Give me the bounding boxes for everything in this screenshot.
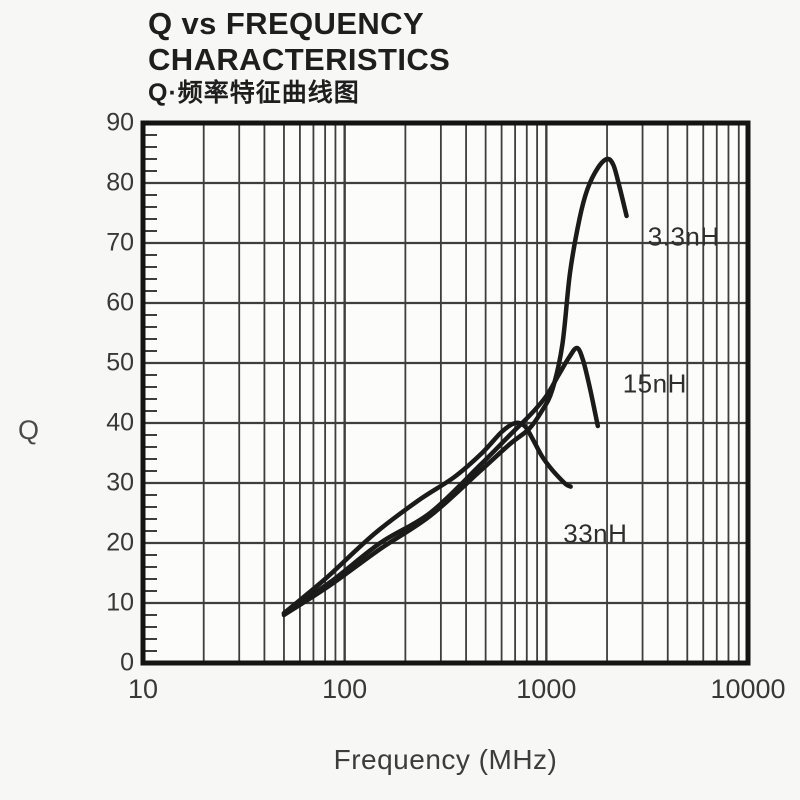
chart-title-line2: CHARACTERISTICS	[148, 42, 451, 77]
curve-15nH	[281, 345, 601, 616]
y-tick-label-10: 10	[106, 588, 134, 617]
y-tick-label-60: 60	[106, 288, 134, 317]
y-tick-label-80: 80	[106, 168, 134, 197]
chart-title-line1: Q vs FREQUENCY	[148, 6, 425, 41]
y-tick-label-50: 50	[106, 348, 134, 377]
x-tick-label-10000: 10000	[710, 674, 786, 704]
series-label-15nH: 15nH	[622, 368, 687, 399]
curve-3.3nH	[281, 156, 629, 618]
y-tick-label-40: 40	[106, 408, 134, 437]
chart-title: Q vs FREQUENCY CHARACTERISTICS Q·频率特征曲线图	[148, 6, 450, 109]
plot-background	[143, 123, 748, 663]
curve-33nH	[281, 420, 573, 616]
plot-frame	[140, 120, 751, 666]
y-axis-title: Q	[18, 415, 40, 445]
x-tick-label-10: 10	[127, 674, 159, 704]
y-tick-label-20: 20	[106, 528, 134, 557]
y-tick-label-30: 30	[106, 468, 134, 497]
chart-title-chinese: Q·频率特征曲线图	[148, 79, 360, 107]
x-axis-title: Frequency (MHz)	[333, 744, 558, 775]
x-tick-label-1000: 1000	[516, 674, 577, 704]
y-tick-label-70: 70	[106, 228, 134, 257]
y-tick-label-90: 90	[106, 108, 134, 137]
series-label-3.3nH: 3.3nH	[647, 221, 720, 252]
x-tick-label-100: 100	[322, 674, 368, 704]
y-tick-label-0: 0	[120, 648, 134, 677]
series-label-33nH: 33nH	[563, 518, 628, 549]
